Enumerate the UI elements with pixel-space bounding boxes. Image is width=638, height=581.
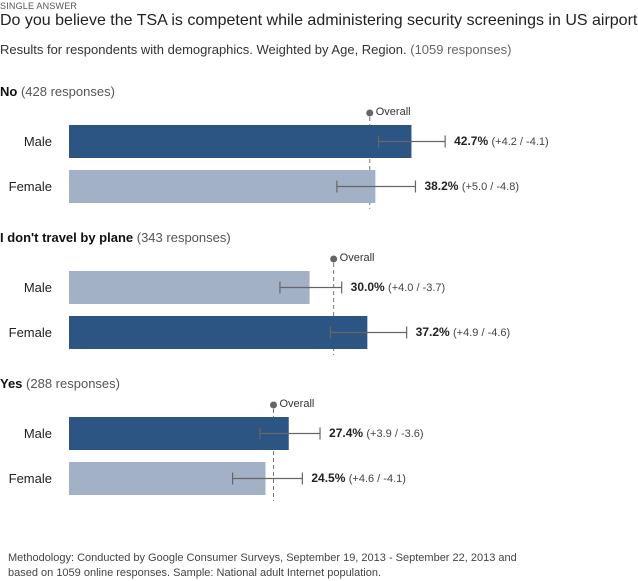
value-label: 27.4% (+3.9 / -3.6) xyxy=(329,426,424,440)
category-label: Male xyxy=(0,426,52,441)
overall-marker-dot xyxy=(366,109,374,117)
category-label-text: Male xyxy=(23,425,52,441)
overall-marker-dot xyxy=(270,401,278,409)
overall-label: Overall xyxy=(376,106,411,118)
group-heading: Yes (288 responses) xyxy=(0,376,120,391)
category-label: Male xyxy=(0,134,52,149)
methodology-footer: Methodology: Conducted by Google Consume… xyxy=(8,551,528,581)
chart-title: Do you believe the TSA is competent whil… xyxy=(0,12,638,29)
value-label: 38.2% (+5.0 / -4.8) xyxy=(424,179,519,193)
value-percent: 24.5% xyxy=(311,470,346,485)
value-confidence-interval: (+5.0 / -4.8) xyxy=(461,180,519,193)
bar-female xyxy=(69,170,376,203)
subtitle-response-count: (1059 responses) xyxy=(410,42,512,57)
value-percent: 30.0% xyxy=(350,279,385,294)
bar-female xyxy=(69,316,368,349)
group-heading: I don't travel by plane (343 responses) xyxy=(0,230,231,245)
category-label-text: Male xyxy=(23,279,52,295)
value-label: 24.5% (+4.6 / -4.1) xyxy=(311,471,406,485)
group-heading: No (428 responses) xyxy=(0,84,115,99)
value-confidence-interval: (+4.9 / -4.6) xyxy=(453,326,511,339)
category-label-text: Female xyxy=(8,324,52,340)
category-label: Female xyxy=(0,179,52,194)
value-confidence-interval: (+4.2 / -4.1) xyxy=(491,135,549,148)
value-confidence-interval: (+4.6 / -4.1) xyxy=(348,472,406,485)
footer-line-1: Methodology: Conducted by Google Consume… xyxy=(8,552,517,564)
group-name: Yes xyxy=(0,376,23,391)
group-response-count: (343 responses) xyxy=(136,230,231,245)
category-label: Female xyxy=(0,325,52,340)
overall-label: Overall xyxy=(280,398,315,410)
value-label: 37.2% (+4.9 / -4.6) xyxy=(416,325,511,339)
subtitle-text: Results for respondents with demographic… xyxy=(0,42,407,57)
chart-subtitle: Results for respondents with demographic… xyxy=(0,42,511,57)
category-label-text: Female xyxy=(8,470,52,486)
value-confidence-interval: (+3.9 / -3.6) xyxy=(366,427,424,440)
value-confidence-interval: (+4.0 / -3.7) xyxy=(388,281,446,294)
bar-male xyxy=(69,417,289,450)
overall-label-text: Overall xyxy=(339,252,375,264)
value-label: 42.7% (+4.2 / -4.1) xyxy=(454,134,549,148)
footer-line-2: based on 1059 online responses. Sample: … xyxy=(8,567,382,579)
value-label: 30.0% (+4.0 / -3.7) xyxy=(351,280,446,294)
category-label-text: Female xyxy=(8,178,52,194)
group-response-count: (288 responses) xyxy=(26,376,120,391)
bar-male xyxy=(69,125,412,158)
overall-label-text: Overall xyxy=(279,398,315,410)
bar-male xyxy=(69,271,310,304)
category-label-text: Male xyxy=(23,133,52,149)
group-name: No xyxy=(0,84,18,99)
category-label: Female xyxy=(0,471,52,486)
group-name: I don't travel by plane xyxy=(0,230,134,245)
overall-label: Overall xyxy=(340,252,375,264)
overall-marker-dot xyxy=(330,255,338,263)
overall-label-text: Overall xyxy=(375,106,411,118)
category-label: Male xyxy=(0,280,52,295)
value-percent: 42.7% xyxy=(454,133,489,148)
question-type-label: SINGLE ANSWER xyxy=(0,1,78,11)
value-percent: 27.4% xyxy=(329,425,364,440)
value-percent: 38.2% xyxy=(424,178,459,193)
group-response-count: (428 responses) xyxy=(20,84,115,99)
value-percent: 37.2% xyxy=(415,324,450,339)
